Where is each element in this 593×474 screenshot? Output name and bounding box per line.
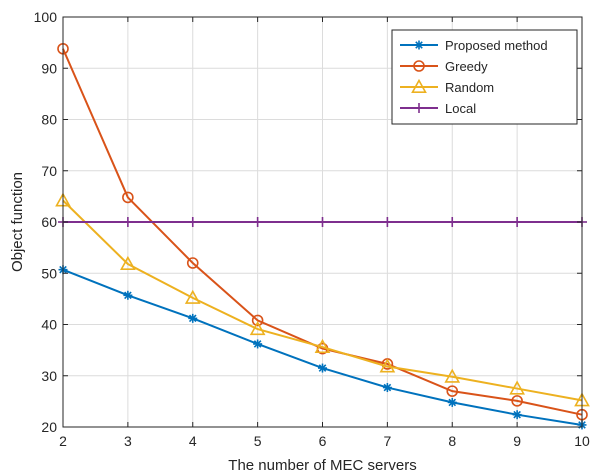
x-tick-label: 4 bbox=[189, 433, 197, 449]
legend-item-local: Local bbox=[400, 101, 476, 116]
point-random-shape bbox=[249, 320, 266, 336]
point-greedy-shape bbox=[511, 395, 523, 407]
x-tick-label: 9 bbox=[513, 433, 521, 449]
legend-item-random: Random bbox=[400, 78, 494, 95]
y-tick-label: 30 bbox=[41, 368, 57, 384]
legend-marker-proposed-method-d2 bbox=[415, 41, 423, 49]
point-local bbox=[122, 217, 133, 227]
point-local bbox=[512, 217, 523, 227]
point-local bbox=[317, 217, 328, 227]
point-greedy-shape bbox=[446, 385, 459, 397]
point-local bbox=[447, 217, 458, 227]
y-tick-label: 50 bbox=[41, 265, 57, 281]
point-proposed-method bbox=[188, 313, 198, 323]
y-tick-label: 60 bbox=[41, 214, 57, 230]
series-line-random bbox=[62, 199, 583, 402]
legend-marker-random bbox=[411, 78, 427, 93]
point-random-shape bbox=[184, 289, 201, 304]
point-greedy bbox=[186, 257, 199, 269]
legend-marker-greedy-shape bbox=[413, 60, 425, 72]
x-tick-label: 6 bbox=[319, 433, 327, 449]
x-tick-label: 10 bbox=[574, 433, 590, 449]
point-random bbox=[444, 368, 461, 383]
point-local bbox=[382, 217, 393, 227]
legend: Proposed method Greedy Random Local bbox=[391, 29, 578, 125]
point-local bbox=[187, 217, 198, 227]
point-greedy bbox=[251, 314, 264, 327]
x-tick-label: 3 bbox=[124, 433, 132, 449]
point-greedy-shape bbox=[251, 314, 264, 327]
x-axis-label: The number of MEC servers bbox=[228, 457, 416, 474]
point-random bbox=[120, 255, 136, 271]
point-greedy-shape bbox=[186, 257, 199, 269]
point-greedy bbox=[511, 395, 523, 407]
y-tick-label: 80 bbox=[41, 112, 57, 128]
legend-marker-greedy bbox=[413, 60, 425, 72]
point-random-shape bbox=[314, 338, 331, 354]
series-group bbox=[55, 42, 590, 430]
point-greedy-shape bbox=[122, 191, 134, 204]
point-proposed-method bbox=[253, 339, 263, 349]
legend-item-greedy: Greedy bbox=[400, 59, 488, 74]
y-axis-label: Object function bbox=[9, 172, 26, 272]
legend-marker-proposed-method bbox=[414, 40, 424, 50]
legend-item-proposed-method: Proposed method bbox=[400, 38, 548, 53]
point-proposed-method bbox=[447, 397, 457, 407]
point-proposed-method-d2 bbox=[124, 291, 132, 300]
point-proposed-method bbox=[123, 290, 133, 300]
point-proposed-method-d2 bbox=[318, 364, 327, 372]
axes: 2 3 4 5 6 7 8 9 10 20 30 40 50 60 70 80 90 100 bbox=[34, 9, 590, 449]
x-tick-label: 8 bbox=[448, 433, 456, 449]
legend-marker-local bbox=[414, 103, 424, 113]
x-tick-label: 2 bbox=[59, 433, 67, 449]
point-proposed-method bbox=[382, 383, 392, 393]
legend-label-random: Random bbox=[445, 80, 494, 95]
point-random-shape bbox=[509, 380, 525, 395]
point-random bbox=[249, 320, 266, 336]
point-random bbox=[184, 289, 201, 304]
legend-label-proposed-method: Proposed method bbox=[445, 38, 548, 53]
point-proposed-method bbox=[512, 410, 522, 420]
point-proposed-method-d2 bbox=[383, 383, 392, 392]
y-tick-label: 40 bbox=[41, 317, 57, 333]
point-proposed-method-d2 bbox=[188, 314, 197, 323]
legend-label-local: Local bbox=[445, 101, 476, 116]
point-greedy bbox=[122, 191, 134, 204]
point-local bbox=[252, 217, 263, 227]
point-random bbox=[509, 380, 525, 395]
point-proposed-method-d2 bbox=[253, 340, 262, 348]
point-greedy bbox=[446, 385, 459, 397]
point-proposed-method-d2 bbox=[513, 410, 521, 419]
point-proposed-method-d2 bbox=[448, 398, 457, 407]
y-tick-label: 100 bbox=[34, 9, 58, 25]
point-random-shape bbox=[379, 358, 396, 373]
x-tick-label: 5 bbox=[254, 433, 262, 449]
series-line-greedy bbox=[62, 48, 583, 416]
y-tick-label: 20 bbox=[41, 419, 57, 435]
y-tick-label: 70 bbox=[41, 163, 57, 179]
point-random-shape bbox=[120, 255, 136, 271]
y-tick-label: 90 bbox=[41, 60, 57, 76]
legend-label-greedy: Greedy bbox=[445, 59, 488, 74]
point-random bbox=[379, 358, 396, 373]
legend-marker-random-shape bbox=[411, 78, 427, 93]
point-proposed-method bbox=[318, 363, 327, 373]
x-tick-label: 7 bbox=[383, 433, 391, 449]
point-random bbox=[314, 338, 331, 354]
point-random-shape bbox=[444, 368, 461, 383]
